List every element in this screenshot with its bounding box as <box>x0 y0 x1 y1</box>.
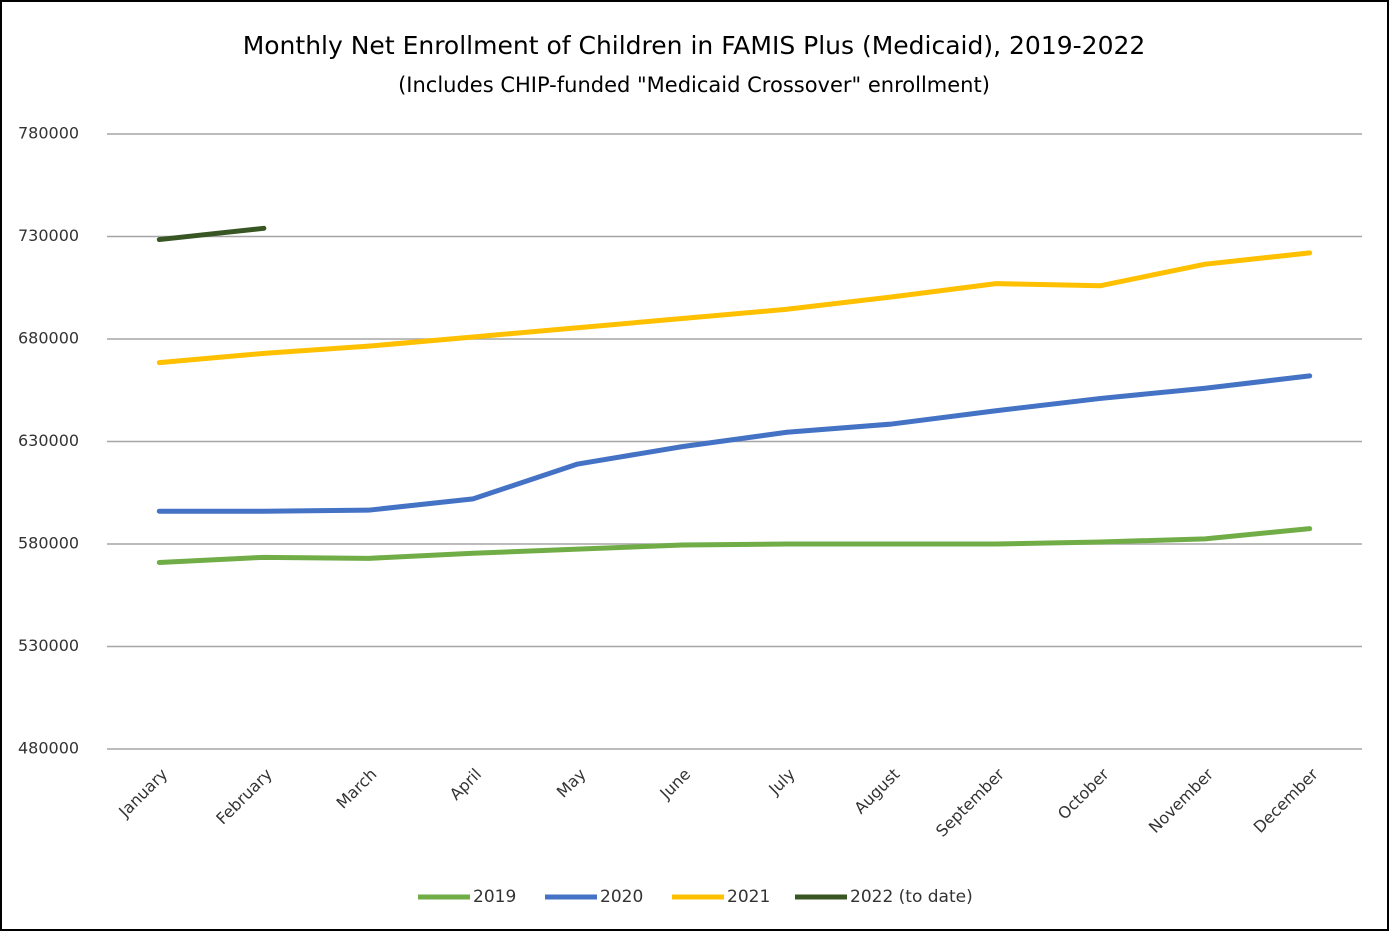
legend-label: 2022 (to date) <box>850 887 973 907</box>
series-line <box>156 373 1313 514</box>
y-tick-label: 730000 <box>18 226 79 245</box>
y-tick-label: 680000 <box>18 329 79 348</box>
legend-label: 2021 <box>727 887 770 907</box>
series-line <box>156 250 1313 366</box>
series-line <box>156 526 1313 565</box>
y-tick-label: 480000 <box>18 739 79 758</box>
y-tick-label: 780000 <box>18 124 79 143</box>
y-tick-label: 630000 <box>18 431 79 450</box>
legend-label: 2020 <box>600 887 643 907</box>
y-tick-label: 530000 <box>18 636 79 655</box>
series-line <box>156 225 267 243</box>
chart-title: Monthly Net Enrollment of Children in FA… <box>243 31 1146 60</box>
legend-label: 2019 <box>473 887 516 907</box>
y-tick-label: 580000 <box>18 534 79 553</box>
chart-subtitle: (Includes CHIP-funded "Medicaid Crossove… <box>398 73 990 97</box>
